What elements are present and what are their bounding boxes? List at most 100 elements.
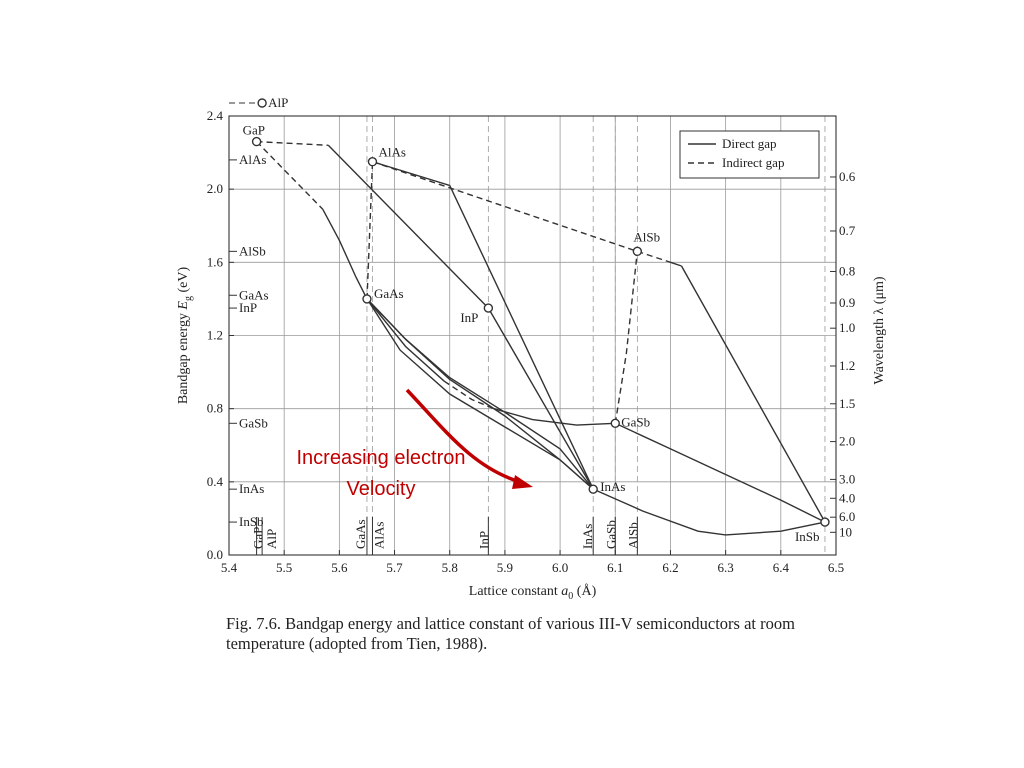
x-tick-label: 5.4: [221, 560, 238, 575]
direct-gap-curve: [493, 408, 616, 426]
bottom-marker-label: AlSb: [625, 522, 640, 549]
indirect-gap-curve: [614, 251, 638, 424]
legend: Direct gap Indirect gap: [679, 130, 820, 179]
bottom-marker-label: InAs: [580, 524, 595, 549]
direct-gap-curve: [322, 208, 368, 300]
annotation-line-2: Velocity: [347, 478, 416, 500]
annotation-overlay: Increasing electron Velocity: [297, 388, 533, 500]
x-tick-label: 6.1: [607, 560, 623, 575]
y-tick-label: 0.0: [207, 547, 223, 562]
y-tick-label: 0.4: [207, 474, 224, 489]
x-tick-label: 5.5: [276, 560, 292, 575]
material-label: InSb: [795, 529, 820, 544]
indirect-gap-curve: [366, 161, 374, 299]
x-tick-label: 6.5: [828, 560, 844, 575]
y-tick-label: 0.8: [207, 401, 223, 416]
velocity-arrowhead: [512, 475, 533, 489]
left-marker-label: InSb: [239, 514, 264, 529]
material-label: GaP: [243, 123, 265, 138]
direct-gap-curve: [487, 307, 594, 490]
material-point: [632, 246, 643, 257]
x-tick-label: 5.6: [331, 560, 348, 575]
bottom-marker-label: AlAs: [371, 522, 386, 549]
y-tick-label: 1.2: [207, 328, 223, 343]
material-point: [367, 157, 378, 167]
legend-indirect-label: Indirect gap: [722, 155, 784, 170]
x-tick-label: 5.7: [386, 560, 403, 575]
wavelength-tick-label: 10: [839, 524, 852, 539]
bottom-marker-label: GaAs: [353, 519, 368, 549]
legend-box: [679, 130, 820, 179]
wavelength-tick-label: 0.9: [839, 295, 855, 310]
direct-gap-curve: [366, 298, 445, 382]
indirect-gap-curve: [372, 161, 638, 253]
markers: [251, 98, 830, 527]
y-tick-label: 2.4: [207, 108, 224, 123]
indirect-gap-curve: [443, 380, 495, 410]
x-tick-label: 6.0: [552, 560, 568, 575]
material-point: [588, 484, 598, 494]
left-marker-label: InP: [239, 300, 257, 315]
indirect-gap-curve: [256, 141, 324, 210]
bottom-marker-label: GaSb: [603, 520, 618, 549]
material-point: [483, 303, 494, 313]
legend-direct-label: Direct gap: [722, 136, 777, 151]
left-marker-label: AlSb: [239, 243, 266, 258]
axes: [228, 115, 837, 556]
x-tick-label: 6.4: [773, 560, 790, 575]
wavelength-tick-label: 4.0: [839, 490, 855, 505]
left-marker-label: InAs: [239, 481, 264, 496]
material-point: [610, 418, 620, 428]
material-label: InAs: [600, 479, 625, 494]
direct-gap-curve: [327, 144, 489, 309]
figure-caption: Fig. 7.6. Bandgap energy and lattice con…: [226, 614, 795, 653]
annotation-line-1: Increasing electron: [297, 447, 466, 469]
left-marker-label: GaSb: [239, 415, 268, 430]
wavelength-axis-title: Wavelength λ (μm): [872, 276, 887, 384]
material-label: AlAs: [378, 145, 405, 160]
direct-gap-curve: [615, 422, 826, 523]
bottom-marker-label: InP: [476, 531, 491, 549]
wavelength-tick-label: 3.0: [839, 471, 855, 486]
wavelength-tick-label: 6.0: [839, 509, 855, 524]
x-tick-label: 5.9: [497, 560, 513, 575]
y-tick-label: 1.6: [207, 254, 224, 269]
material-point: [257, 98, 267, 108]
material-label: InP: [460, 310, 478, 325]
grid: [229, 116, 836, 555]
material-point: [251, 136, 262, 147]
direct-gap-curve: [592, 488, 826, 536]
material-label: GaAs: [374, 286, 404, 301]
material-point: [820, 517, 830, 527]
y-tick-label: 2.0: [207, 181, 223, 196]
direct-gap-curve: [372, 161, 594, 490]
wavelength-tick-label: 1.0: [839, 320, 855, 335]
direct-gap-curve: [680, 265, 826, 523]
material-point: [362, 294, 372, 304]
wavelength-tick-label: 0.7: [839, 223, 856, 238]
left-marker-label: GaAs: [239, 287, 269, 302]
wavelength-tick-label: 2.0: [839, 434, 855, 449]
x-tick-label: 5.8: [442, 560, 458, 575]
wavelength-tick-label: 1.2: [839, 358, 855, 373]
curves: [229, 102, 826, 536]
material-label: AlSb: [633, 229, 660, 244]
material-label: GaSb: [621, 414, 650, 429]
direct-gap-curve: [670, 261, 682, 267]
left-marker-label: AlAs: [239, 152, 266, 167]
labels: 5.4 5.5 5.6 5.7 5.8 5.9 6.0 6.1 6.2 6.3 6.4 6.5 0.0 0…: [176, 95, 887, 602]
bottom-marker-label: AlP: [264, 529, 279, 549]
wavelength-tick-label: 1.5: [839, 396, 855, 411]
bottom-marker-label: GaP: [251, 527, 266, 549]
y-axis-title: Bandgap energy Eg (eV): [176, 267, 194, 405]
direct-gap-curve: [366, 298, 594, 490]
wavelength-tick-label: 0.6: [839, 169, 856, 184]
velocity-arrow: [405, 388, 521, 484]
x-axis-title: Lattice constant a0 (Å): [469, 583, 597, 602]
indirect-gap-curve: [637, 250, 671, 263]
x-tick-label: 6.2: [662, 560, 678, 575]
x-tick-label: 6.3: [718, 560, 734, 575]
wavelength-tick-label: 0.8: [839, 263, 855, 278]
